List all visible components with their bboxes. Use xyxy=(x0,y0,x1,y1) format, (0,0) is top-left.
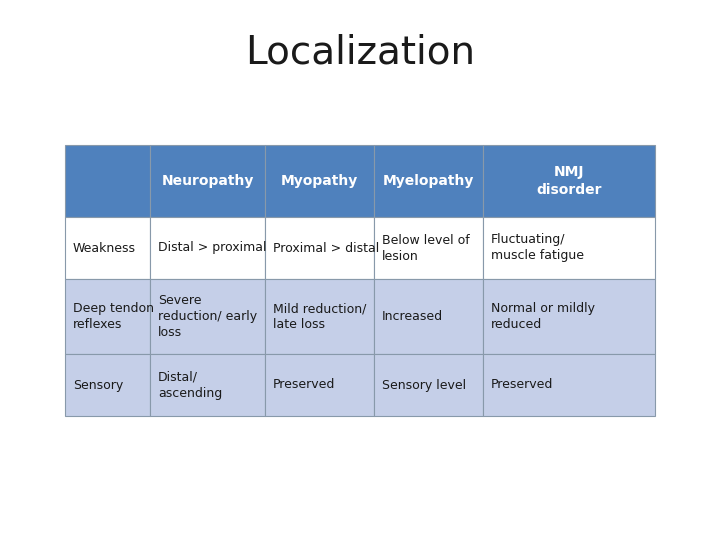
Text: Distal > proximal: Distal > proximal xyxy=(158,241,266,254)
Text: Preserved: Preserved xyxy=(273,379,336,392)
Text: Sensory level: Sensory level xyxy=(382,379,466,392)
Text: Myopathy: Myopathy xyxy=(281,174,358,188)
Text: Deep tendon
reflexes: Deep tendon reflexes xyxy=(73,302,154,331)
Text: NMJ
disorder: NMJ disorder xyxy=(536,165,602,197)
Text: Fluctuating/
muscle fatigue: Fluctuating/ muscle fatigue xyxy=(491,233,584,262)
Text: Weakness: Weakness xyxy=(73,241,136,254)
Text: Myelopathy: Myelopathy xyxy=(383,174,474,188)
Text: Increased: Increased xyxy=(382,310,443,323)
Text: Proximal > distal: Proximal > distal xyxy=(273,241,379,254)
Text: Neuropathy: Neuropathy xyxy=(161,174,253,188)
Text: Sensory: Sensory xyxy=(73,379,123,392)
Text: Below level of
lesion: Below level of lesion xyxy=(382,233,469,262)
Text: Mild reduction/
late loss: Mild reduction/ late loss xyxy=(273,302,366,331)
Text: Localization: Localization xyxy=(245,33,475,71)
Text: Normal or mildly
reduced: Normal or mildly reduced xyxy=(491,302,595,331)
Text: Distal/
ascending: Distal/ ascending xyxy=(158,370,222,400)
Text: Severe
reduction/ early
loss: Severe reduction/ early loss xyxy=(158,294,257,339)
Text: Preserved: Preserved xyxy=(491,379,554,392)
